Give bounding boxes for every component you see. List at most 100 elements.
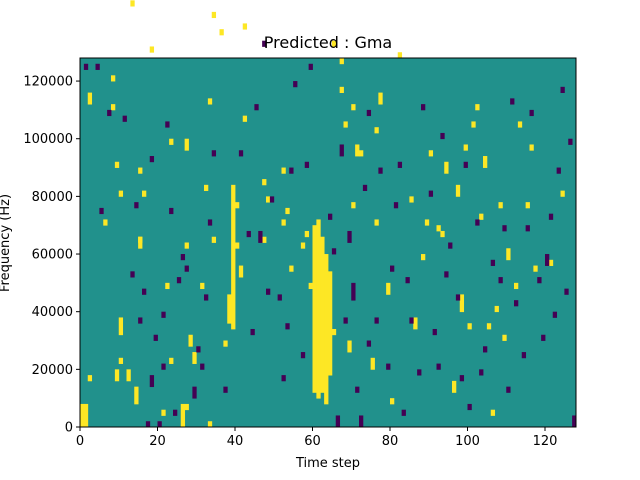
heatmap-cell-high	[184, 403, 189, 411]
heatmap-cell-high	[207, 421, 213, 428]
heatmap-cell-low	[545, 254, 550, 266]
heatmap-cell-high	[413, 317, 418, 330]
heatmap-cell-low	[440, 132, 445, 140]
heatmap-cell-high	[320, 236, 325, 393]
heatmap-cell-low	[122, 115, 127, 122]
heatmap-cell-high	[289, 265, 294, 272]
heatmap-cell-low	[560, 86, 565, 93]
heatmap-cell-high	[231, 184, 236, 330]
heatmap-cell-low	[258, 230, 263, 243]
heatmap-cell-low	[99, 207, 104, 215]
heatmap-cell-high	[103, 219, 108, 226]
heatmap-cell-low	[467, 403, 472, 411]
heatmap-cell-high	[471, 121, 476, 128]
heatmap-cell-low	[436, 363, 441, 370]
heatmap-cell-high	[397, 52, 403, 59]
heatmap-cell-low	[525, 225, 530, 232]
heatmap-cell-low	[254, 104, 259, 111]
heatmap-cell-high	[111, 75, 116, 82]
heatmap-cell-low	[355, 386, 360, 393]
heatmap-cell-low	[149, 156, 155, 163]
heatmap-cell-low	[378, 167, 383, 174]
heatmap-cell-high	[506, 248, 511, 261]
heatmap-cell-high	[359, 150, 364, 157]
heatmap-cell-high	[304, 230, 310, 238]
heatmap-cell-high	[227, 294, 232, 324]
heatmap-cell-high	[374, 219, 379, 226]
chart-title: Predicted : Gma	[264, 33, 392, 52]
x-tick-label: 60	[304, 434, 321, 449]
heatmap-cell-low	[405, 277, 410, 284]
x-tick-label: 120	[533, 434, 558, 449]
heatmap-cell-high	[486, 323, 492, 330]
heatmap-cell-high	[211, 236, 217, 243]
heatmap-cell-low	[479, 369, 484, 376]
heatmap-cell-high	[548, 259, 554, 266]
y-tick-label: 100000	[23, 132, 73, 147]
heatmap-cell-high	[347, 340, 352, 353]
heatmap-cell-low	[359, 415, 364, 428]
heatmap-cell-low	[409, 317, 414, 324]
heatmap-cell-high	[475, 104, 480, 111]
heatmap-cell-low	[266, 288, 271, 295]
heatmap-cell-low	[529, 109, 534, 117]
heatmap-cell-low	[165, 121, 170, 128]
heatmap-cell-low	[328, 213, 333, 220]
heatmap-cell-high	[138, 167, 143, 174]
heatmap-cell-low	[277, 294, 282, 301]
heatmap-cell-low	[157, 421, 162, 428]
heatmap-cell-high	[118, 190, 124, 197]
heatmap-cell-low	[83, 63, 89, 70]
heatmap-cell-high	[262, 179, 267, 186]
heatmap-cell-low	[432, 328, 437, 336]
heatmap-cell-high	[494, 305, 499, 313]
heatmap-cell-low	[343, 317, 348, 324]
heatmap-cell-low	[455, 294, 461, 301]
heatmap-cell-high	[444, 161, 449, 174]
heatmap-cell-high	[235, 242, 240, 249]
heatmap-cell-low	[161, 363, 166, 370]
heatmap-cell-high	[331, 40, 337, 47]
heatmap-cell-low	[390, 265, 395, 272]
heatmap-cell-high	[355, 144, 360, 157]
heatmap-cell-low	[130, 271, 135, 278]
heatmap-cell-low	[204, 294, 209, 301]
heatmap-cell-high	[134, 386, 139, 405]
heatmap-cell-high	[281, 167, 286, 174]
heatmap-cell-low	[285, 323, 290, 330]
y-tick-label: 20000	[32, 363, 73, 378]
heatmap-cell-low	[417, 369, 422, 376]
heatmap-cell-low	[281, 375, 286, 382]
heatmap-cell-low	[107, 109, 112, 117]
heatmap-cell-low	[347, 230, 352, 243]
heatmap-cell-low	[366, 109, 372, 117]
heatmap-cell-high	[114, 369, 120, 382]
heatmap-cell-high	[285, 207, 290, 215]
heatmap-cell-high	[161, 409, 166, 416]
heatmap-cell-low	[444, 271, 449, 278]
heatmap-cell-high	[200, 282, 205, 290]
heatmap-cell-high	[83, 403, 89, 428]
heatmap-cell-high	[436, 225, 441, 232]
heatmap-cell-low	[184, 265, 189, 272]
heatmap-cell-low	[362, 184, 368, 192]
heatmap-cell-high	[300, 242, 306, 249]
heatmap-cell-low	[293, 81, 298, 88]
heatmap-cell-low	[304, 161, 310, 168]
heatmap-cell-high	[242, 23, 248, 30]
heatmap-cell-high	[87, 92, 93, 105]
heatmap-cell-low	[393, 202, 399, 209]
y-tick-label: 40000	[32, 305, 73, 320]
heatmap-cell-high	[180, 403, 186, 428]
heatmap-cell-low	[153, 334, 158, 341]
heatmap-cell-high	[211, 11, 217, 19]
heatmap-cell-high	[324, 254, 329, 405]
heatmap-cell-high	[386, 282, 391, 295]
heatmap-cell-low	[196, 346, 201, 353]
heatmap-cell-low	[138, 317, 143, 324]
heatmap-cell-low	[246, 230, 251, 238]
heatmap-cell-low	[572, 415, 577, 428]
heatmap-cell-low	[200, 363, 205, 370]
heatmap-cell-high	[204, 184, 209, 192]
heatmap-cell-high	[238, 265, 244, 278]
